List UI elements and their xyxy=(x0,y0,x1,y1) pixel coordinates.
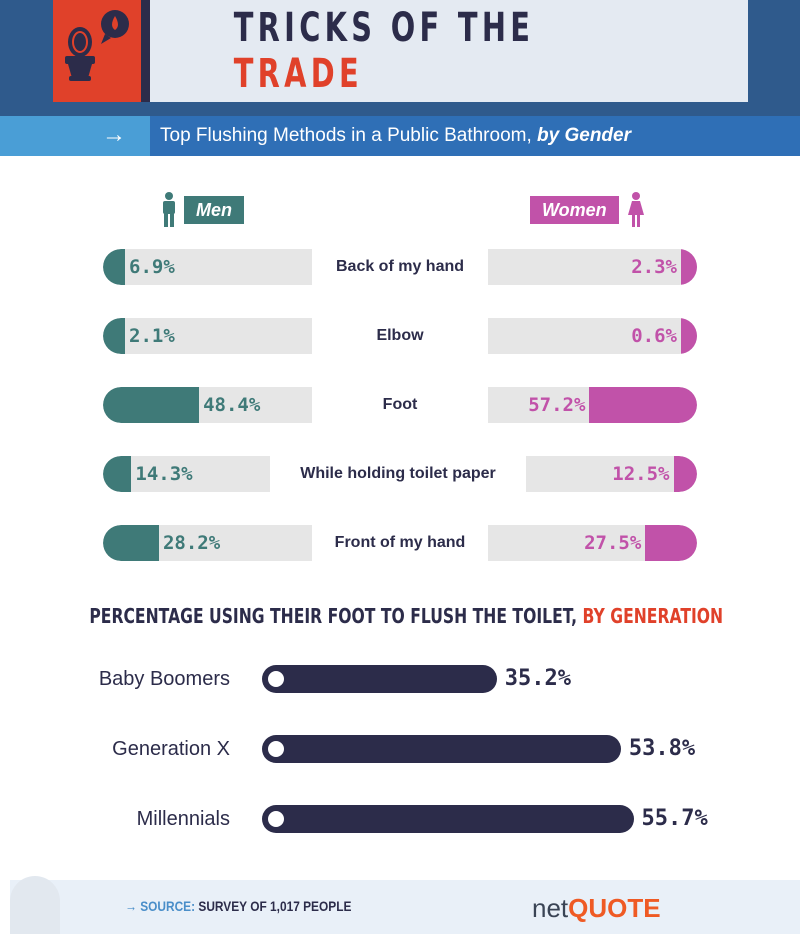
source-label: SOURCE: xyxy=(140,898,196,914)
generation-row: Millennials 55.7% xyxy=(0,799,800,839)
men-value-label: 6.9% xyxy=(129,256,175,278)
category-label: Foot xyxy=(382,396,418,413)
subtitle: Top Flushing Methods in a Public Bathroo… xyxy=(160,116,631,156)
toilet-roll-icon xyxy=(10,876,60,934)
men-value-label: 14.3% xyxy=(135,463,193,485)
women-bar-fill xyxy=(673,456,697,492)
generation-value-label: 55.7% xyxy=(641,806,708,831)
women-value-label: 0.6% xyxy=(631,325,677,347)
man-icon xyxy=(163,192,175,227)
generation-value-label: 53.8% xyxy=(628,736,696,761)
gen-title-main: PERCENTAGE USING THEIR FOOT TO FLUSH THE… xyxy=(89,604,583,628)
men-bar-fill xyxy=(103,387,200,423)
bar-start-dot xyxy=(268,741,284,757)
toilet-icon xyxy=(65,10,129,81)
men-value-label: 48.4% xyxy=(203,394,261,416)
legend-women-label: Women xyxy=(530,196,619,224)
logo-quote: QUOTE xyxy=(568,893,661,923)
men-bar-fill xyxy=(103,525,159,561)
toilet-icon-box xyxy=(53,0,141,102)
category-label: While holding toilet paper xyxy=(300,465,496,482)
generation-row: Generation X 53.8% xyxy=(0,729,800,769)
women-bar-track: 2.3% xyxy=(488,249,697,285)
women-bar-track: 12.5% xyxy=(526,456,697,492)
women-value-label: 2.3% xyxy=(631,256,677,278)
legend-men-label: Men xyxy=(184,196,244,224)
generation-chart-title: PERCENTAGE USING THEIR FOOT TO FLUSH THE… xyxy=(0,604,800,628)
generation-bar xyxy=(262,805,634,833)
logo-net: net xyxy=(532,893,569,923)
women-bar-fill xyxy=(645,525,697,561)
men-bar-track: 2.1% xyxy=(103,318,312,354)
generation-label: Generation X xyxy=(112,738,230,760)
woman-icon xyxy=(627,192,644,227)
page-title: TRICKS OF THE TRADE xyxy=(150,0,748,102)
divider xyxy=(141,0,150,102)
men-bar-fill xyxy=(103,456,132,492)
women-bar-track: 27.5% xyxy=(488,525,697,561)
women-bar-fill xyxy=(681,249,697,285)
women-value-label: 27.5% xyxy=(584,532,642,554)
category-label: Front of my hand xyxy=(334,534,466,551)
women-value-label: 57.2% xyxy=(528,394,586,416)
bar-start-dot xyxy=(268,671,284,687)
category-label: Back of my hand xyxy=(335,258,465,275)
generation-row: Baby Boomers 35.2% xyxy=(0,659,800,699)
footer xyxy=(10,880,800,934)
generation-label: Millennials xyxy=(136,808,230,830)
bar-start-dot xyxy=(268,811,284,827)
women-bar-fill xyxy=(681,318,697,354)
title-accent: TRADE xyxy=(233,51,364,97)
women-bar-track: 0.6% xyxy=(488,318,697,354)
men-bar-fill xyxy=(103,249,125,285)
women-bar-fill xyxy=(589,387,697,423)
generation-value-label: 35.2% xyxy=(504,666,572,691)
source-note: → SOURCE: SURVEY OF 1,017 PEOPLE xyxy=(125,898,351,914)
gen-title-accent: BY GENERATION xyxy=(582,604,724,628)
legend-men: Men xyxy=(160,192,244,227)
subtitle-bold: by Gender xyxy=(537,125,632,146)
generation-bar xyxy=(262,665,497,693)
men-value-label: 2.1% xyxy=(129,325,175,347)
men-bar-track: 48.4% xyxy=(103,387,312,423)
women-value-label: 12.5% xyxy=(612,463,670,485)
generation-label: Baby Boomers xyxy=(98,668,230,690)
men-bar-track: 28.2% xyxy=(103,525,312,561)
subtitle-band: → Top Flushing Methods in a Public Bathr… xyxy=(0,116,800,156)
generation-bar xyxy=(262,735,621,763)
category-label: Elbow xyxy=(376,327,424,344)
netquote-logo: netQUOTE xyxy=(532,893,661,924)
subtitle-text: Top Flushing Methods in a Public Bathroo… xyxy=(160,125,538,146)
men-bar-track: 6.9% xyxy=(103,249,312,285)
source-text: SURVEY OF 1,017 PEOPLE xyxy=(198,898,352,914)
men-value-label: 28.2% xyxy=(162,532,221,554)
title-main: TRICKS OF THE xyxy=(233,5,535,51)
men-bar-fill xyxy=(103,318,125,354)
legend-women: Women xyxy=(530,192,645,227)
arrow-right-icon: → xyxy=(125,898,137,914)
women-bar-track: 57.2% xyxy=(488,387,697,423)
arrow-right-icon: → xyxy=(0,116,150,156)
men-bar-track: 14.3% xyxy=(103,456,270,492)
